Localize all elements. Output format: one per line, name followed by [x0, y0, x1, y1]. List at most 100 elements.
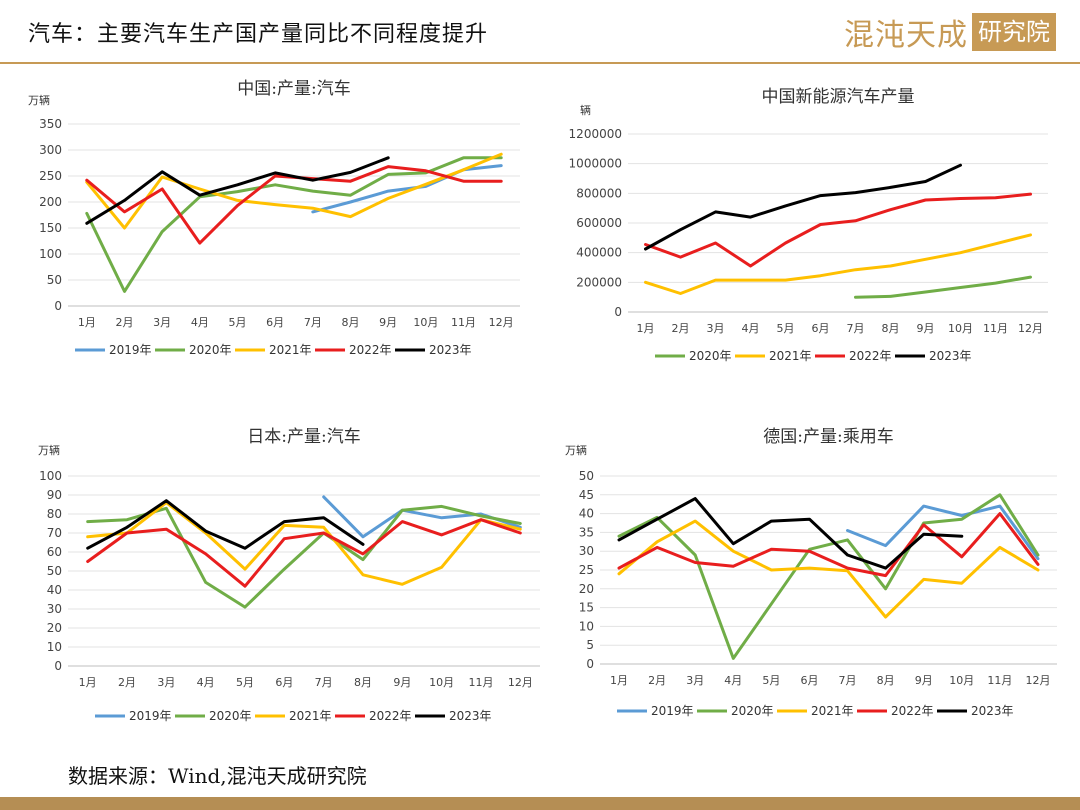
x-tick-label: 4月 [197, 676, 215, 689]
y-tick-label: 600000 [576, 216, 622, 230]
y-tick-label: 100 [39, 247, 62, 261]
y-tick-label: 80 [47, 507, 62, 521]
y-tick-label: 10 [579, 619, 594, 633]
x-tick-label: 6月 [812, 322, 830, 335]
x-tick-label: 5月 [762, 674, 780, 687]
series-line-2023年 [644, 163, 962, 251]
series-line-2021年 [86, 501, 522, 586]
series-line-2020年 [617, 493, 1040, 660]
y-tick-label: 15 [579, 601, 594, 615]
chart-title: 德国:产量:乘用车 [763, 427, 893, 447]
company-logo: 混沌天成 研究院 [844, 12, 1056, 53]
x-tick-label: 11月 [469, 676, 494, 689]
y-axis-unit: 辆 [580, 103, 591, 117]
legend-label: 2023年 [929, 349, 972, 363]
x-tick-label: 11月 [987, 674, 1012, 687]
y-axis-unit: 万辆 [565, 443, 587, 457]
x-tick-label: 5月 [236, 676, 254, 689]
y-tick-label: 1200000 [569, 127, 622, 141]
x-tick-label: 7月 [315, 676, 333, 689]
y-tick-label: 5 [586, 638, 594, 652]
series-line-2023年 [617, 497, 964, 570]
x-tick-label: 8月 [877, 674, 895, 687]
x-tick-label: 10月 [948, 322, 973, 335]
x-tick-label: 1月 [610, 674, 628, 687]
data-source: 数据来源：Wind,混沌天成研究院 [68, 764, 367, 788]
x-tick-label: 7月 [839, 674, 857, 687]
x-tick-label: 6月 [266, 316, 284, 329]
x-tick-label: 7月 [847, 322, 865, 335]
y-tick-label: 100 [39, 469, 62, 483]
chart-china-auto: 中国:产量:汽车 万辆 0 50 100 150 200 250 300 350 1月 2月 3月 4月 5… [20, 74, 530, 374]
x-tick-label: 2月 [118, 676, 136, 689]
chart-title: 中国新能源汽车产量 [762, 87, 915, 107]
legend-label: 2021年 [769, 349, 812, 363]
y-tick-label: 35 [579, 525, 594, 539]
legend-label: 2019年 [129, 709, 172, 723]
x-tick-label: 9月 [915, 674, 933, 687]
chart-title: 日本:产量:汽车 [247, 427, 360, 447]
x-tick-label: 10月 [429, 676, 454, 689]
series-line-2023年 [85, 156, 390, 225]
y-tick-label: 50 [47, 564, 62, 578]
y-tick-label: 40 [47, 583, 62, 597]
x-tick-label: 8月 [342, 316, 360, 329]
y-tick-label: 70 [47, 526, 62, 540]
x-tick-label: 1月 [78, 316, 96, 329]
chart-japan-auto: 日本:产量:汽车 万辆 0 10 20 30 40 50 60 70 80 90 100 1月 2月 3月 4月… [20, 420, 550, 730]
y-tick-label: 50 [47, 273, 62, 287]
x-tick-label: 12月 [1018, 322, 1043, 335]
series-line-2023年 [86, 499, 365, 550]
x-tick-label: 3月 [153, 316, 171, 329]
x-tick-label: 8月 [882, 322, 900, 335]
y-tick-label: 200000 [576, 275, 622, 289]
series-line-2022年 [617, 512, 1040, 578]
x-tick-label: 4月 [724, 674, 742, 687]
x-tick-label: 12月 [1025, 674, 1050, 687]
legend-label: 2021年 [269, 343, 312, 357]
y-tick-label: 25 [579, 563, 594, 577]
y-tick-label: 0 [614, 305, 622, 319]
x-tick-label: 6月 [800, 674, 818, 687]
logo-box-text: 研究院 [972, 13, 1056, 51]
y-tick-label: 300 [39, 143, 62, 157]
legend-label: 2022年 [349, 343, 392, 357]
x-tick-label: 3月 [707, 322, 725, 335]
chart-china-nev: 中国新能源汽车产量辆 0 200000 400000 600000 800000 10000… [560, 80, 1060, 380]
series-line-2022年 [644, 192, 1032, 268]
series-line-2019年 [846, 504, 1040, 561]
y-tick-label: 30 [47, 602, 62, 616]
series-line-2020年 [854, 275, 1032, 299]
x-tick-label: 5月 [777, 322, 795, 335]
y-tick-label: 1000000 [569, 157, 622, 171]
y-tick-label: 45 [579, 488, 594, 502]
legend-label: 2023年 [429, 343, 472, 357]
legend-label: 2019年 [651, 704, 694, 718]
y-axis-unit: 万辆 [28, 93, 50, 107]
y-tick-label: 350 [39, 117, 62, 131]
x-tick-label: 1月 [637, 322, 655, 335]
series-line-2021年 [644, 233, 1032, 295]
y-tick-label: 40 [579, 507, 594, 521]
y-tick-label: 20 [579, 582, 594, 596]
x-tick-label: 11月 [983, 322, 1008, 335]
x-tick-label: 10月 [949, 674, 974, 687]
x-tick-label: 12月 [489, 316, 514, 329]
legend-label: 2022年 [849, 349, 892, 363]
y-tick-label: 400000 [576, 246, 622, 260]
series-line-2020年 [85, 156, 503, 293]
y-tick-label: 250 [39, 169, 62, 183]
x-tick-label: 4月 [742, 322, 760, 335]
y-tick-label: 10 [47, 640, 62, 654]
y-tick-label: 50 [579, 469, 594, 483]
x-tick-label: 8月 [354, 676, 372, 689]
legend-label: 2021年 [289, 709, 332, 723]
x-tick-label: 11月 [451, 316, 476, 329]
x-tick-label: 9月 [379, 316, 397, 329]
legend-label: 2021年 [811, 704, 854, 718]
y-tick-label: 200 [39, 195, 62, 209]
legend-label: 2020年 [209, 709, 252, 723]
x-tick-label: 4月 [191, 316, 209, 329]
y-tick-label: 0 [54, 659, 62, 673]
